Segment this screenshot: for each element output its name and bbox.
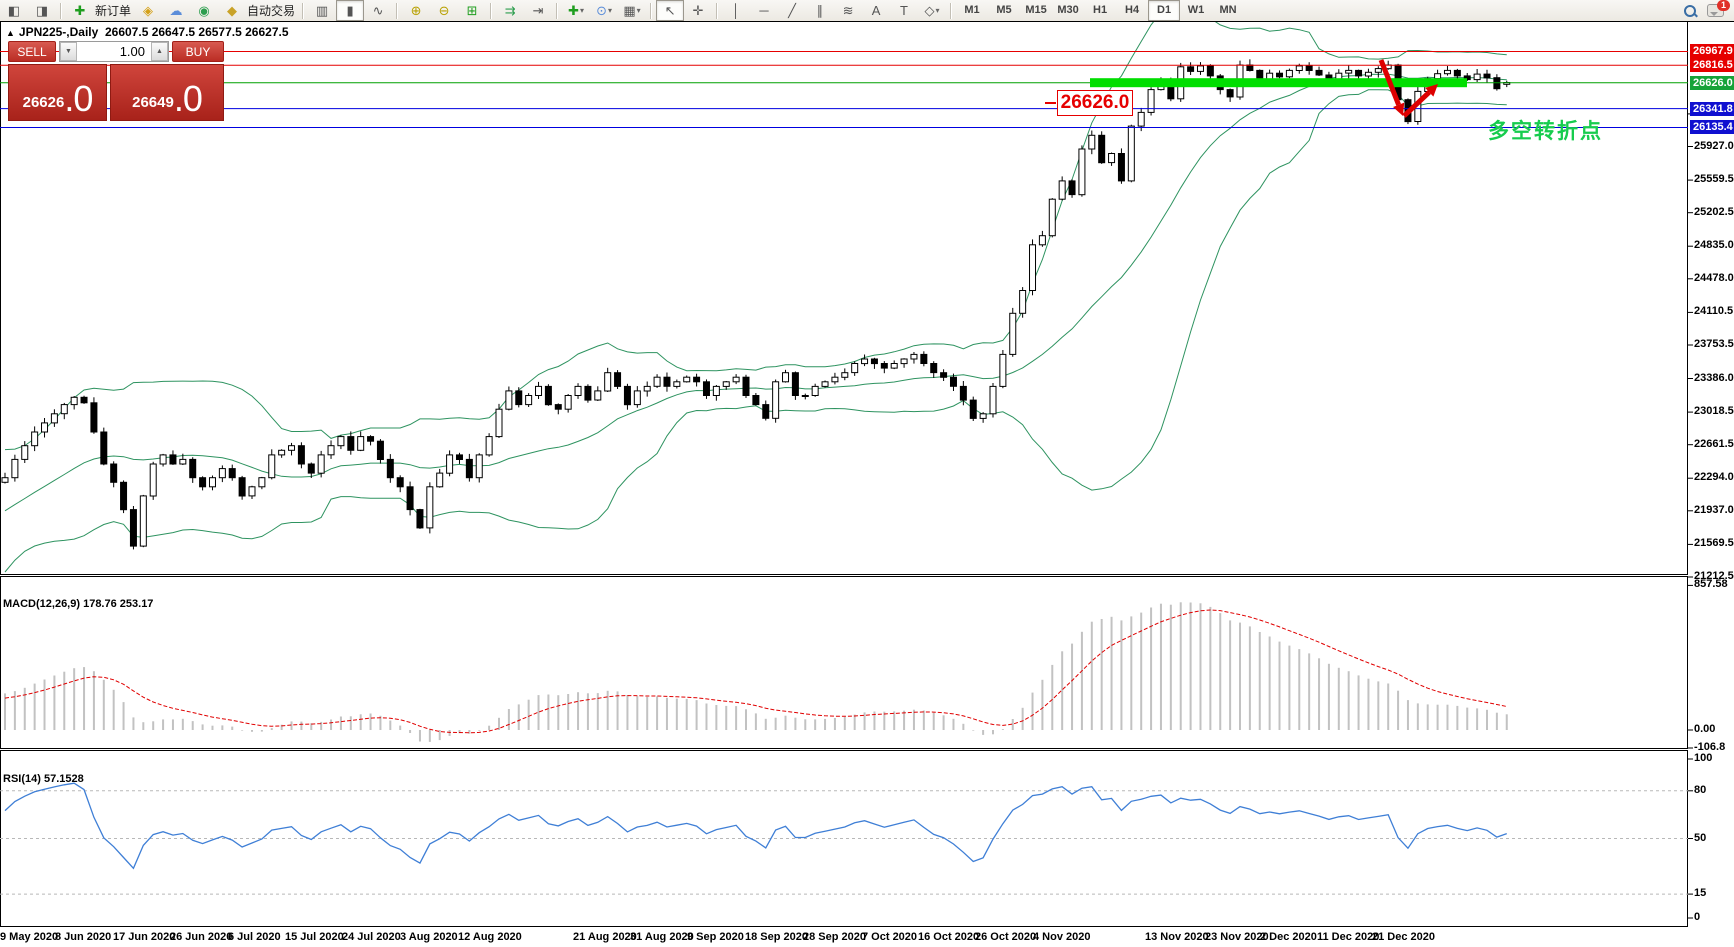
cursor-icon[interactable]: ↖ — [656, 0, 685, 21]
timeframe-M1[interactable]: M1 — [964, 4, 980, 16]
buy-price-button[interactable]: 26649.0 — [110, 64, 224, 121]
rsi-indicator — [0, 782, 1688, 895]
timeframe-M15[interactable]: M15 — [1025, 4, 1047, 16]
timeframe-M5[interactable]: M5 — [996, 4, 1012, 16]
timeframe-H1[interactable]: H1 — [1093, 4, 1108, 16]
tile-windows-icon[interactable]: ⊞ — [466, 3, 478, 18]
volume-input[interactable]: 1.00 — [119, 44, 145, 59]
auto-trading-label[interactable]: 自动交易 — [247, 4, 296, 18]
timeframe-D1[interactable]: D1 — [1148, 0, 1181, 21]
chat-icon[interactable]: 1 — [1707, 0, 1730, 17]
symbol-title: ▲ JPN225-,Daily 26607.5 26647.5 26577.5 2… — [6, 25, 289, 39]
buy-price-frac: .0 — [173, 78, 203, 119]
toolbar-separator — [716, 2, 719, 19]
periods-icon[interactable]: ⊙ ▾ — [596, 3, 612, 18]
symbol-name: JPN225-,Daily — [18, 25, 99, 39]
chart-bars-icon[interactable]: ▥ — [315, 3, 329, 18]
timeframe-M30[interactable]: M30 — [1057, 4, 1079, 16]
sell-price-main: 26626 — [22, 94, 65, 111]
volume-box: ▼ 1.00 ▲ — [59, 41, 169, 62]
chart-area[interactable]: 26284.0 25927.0 25559.5 25202.5 24835.0 24478… — [0, 21, 1734, 947]
signals-icon[interactable]: ◉ — [198, 3, 210, 18]
volume-decrease-button[interactable]: ▼ — [60, 42, 77, 61]
support-trendline[interactable] — [1090, 78, 1467, 88]
toolbar-separator — [60, 2, 62, 19]
templates-icon[interactable]: ▦ ▾ — [623, 3, 641, 18]
buy-button[interactable]: BUY — [172, 41, 224, 62]
volume-increase-button[interactable]: ▲ — [151, 42, 168, 61]
new-chart-icon[interactable]: ◧ — [7, 3, 21, 18]
timeframe-group: M1 M5 M15 M30 H1 H4 D1 W1 MN — [956, 0, 1244, 21]
price-flag-dash — [1045, 102, 1056, 104]
indicators-icon[interactable]: ✚ ▾ — [568, 3, 584, 18]
toolbar-separator — [302, 2, 305, 19]
timeframe-H4[interactable]: H4 — [1125, 4, 1140, 16]
shapes-icon[interactable]: ◇ ▾ — [924, 3, 940, 18]
one-click-trade-panel: SELL ▼ 1.00 ▲ BUY 26626.0 26649.0 — [8, 41, 224, 121]
history-center-icon[interactable]: ◈ — [143, 3, 154, 18]
chart-annotation-text[interactable]: 多空转折点 — [1488, 120, 1603, 143]
horizontal-line-icon[interactable]: ─ — [759, 3, 769, 18]
timeframe-W1[interactable]: W1 — [1187, 4, 1205, 16]
candlesticks — [1, 59, 1511, 550]
community-icon[interactable]: ☁ — [169, 3, 183, 18]
toolbar-separator — [650, 2, 653, 19]
notification-badge: 1 — [1717, 0, 1730, 11]
sell-button[interactable]: SELL — [8, 41, 56, 62]
price-text-label[interactable]: 26626.0 — [1057, 90, 1133, 116]
auto-scroll-icon[interactable]: ⇉ — [504, 3, 516, 18]
new-order-icon[interactable]: ✚ — [74, 3, 86, 18]
search-icon[interactable] — [1683, 4, 1698, 18]
trendline-icon[interactable]: ╱ — [788, 3, 796, 18]
fibonacci-icon[interactable]: ≋ — [842, 3, 854, 18]
toolbar: ◧ ◨ ✚ 新订单 ◈ ☁ ◉ ◆ 自动交易 ▥ ▮ ∿ ⊕ ⊖ ⊞ ⇉ ⇥ — [0, 0, 1734, 22]
channel-icon[interactable]: ∥ — [816, 3, 824, 18]
toolbar-separator — [556, 2, 559, 19]
buy-price-main: 26649 — [132, 94, 174, 111]
text-icon[interactable]: A — [871, 3, 881, 18]
collapse-triangle-icon[interactable]: ▲ — [6, 28, 15, 38]
timeframe-MN[interactable]: MN — [1219, 4, 1237, 16]
axis-tick-marks — [1688, 113, 1693, 919]
toolbar-separator — [950, 2, 953, 19]
macd-label: MACD(12,26,9) 178.76 253.17 — [3, 598, 154, 610]
level-lines[interactable] — [0, 51, 1688, 128]
profiles-icon[interactable]: ◨ — [35, 3, 49, 18]
bollinger-bands — [4, 22, 1507, 573]
toolbar-separator — [396, 2, 399, 19]
toolbar-separator — [490, 2, 493, 19]
ohlc-values: 26607.5 26647.5 26577.5 26627.5 — [104, 25, 289, 39]
chart-candles-icon[interactable]: ▮ — [336, 0, 365, 21]
crosshair-icon[interactable]: ✛ — [692, 3, 704, 18]
text-label-icon[interactable]: T — [900, 3, 908, 18]
chart-line-icon[interactable]: ∿ — [372, 3, 384, 18]
vertical-line-icon[interactable]: │ — [731, 3, 741, 18]
auto-trading-icon[interactable]: ◆ — [227, 3, 238, 18]
sell-price-button[interactable]: 26626.0 — [8, 64, 107, 121]
sell-price-frac: .0 — [64, 78, 93, 119]
zoom-out-icon[interactable]: ⊖ — [438, 3, 450, 18]
zoom-in-icon[interactable]: ⊕ — [410, 3, 422, 18]
rsi-label: RSI(14) 57.1528 — [3, 773, 84, 785]
new-order-label[interactable]: 新订单 — [95, 4, 132, 18]
macd-indicator — [4, 602, 1508, 742]
chart-shift-icon[interactable]: ⇥ — [532, 3, 544, 18]
arrow-drawings[interactable] — [1378, 59, 1438, 118]
